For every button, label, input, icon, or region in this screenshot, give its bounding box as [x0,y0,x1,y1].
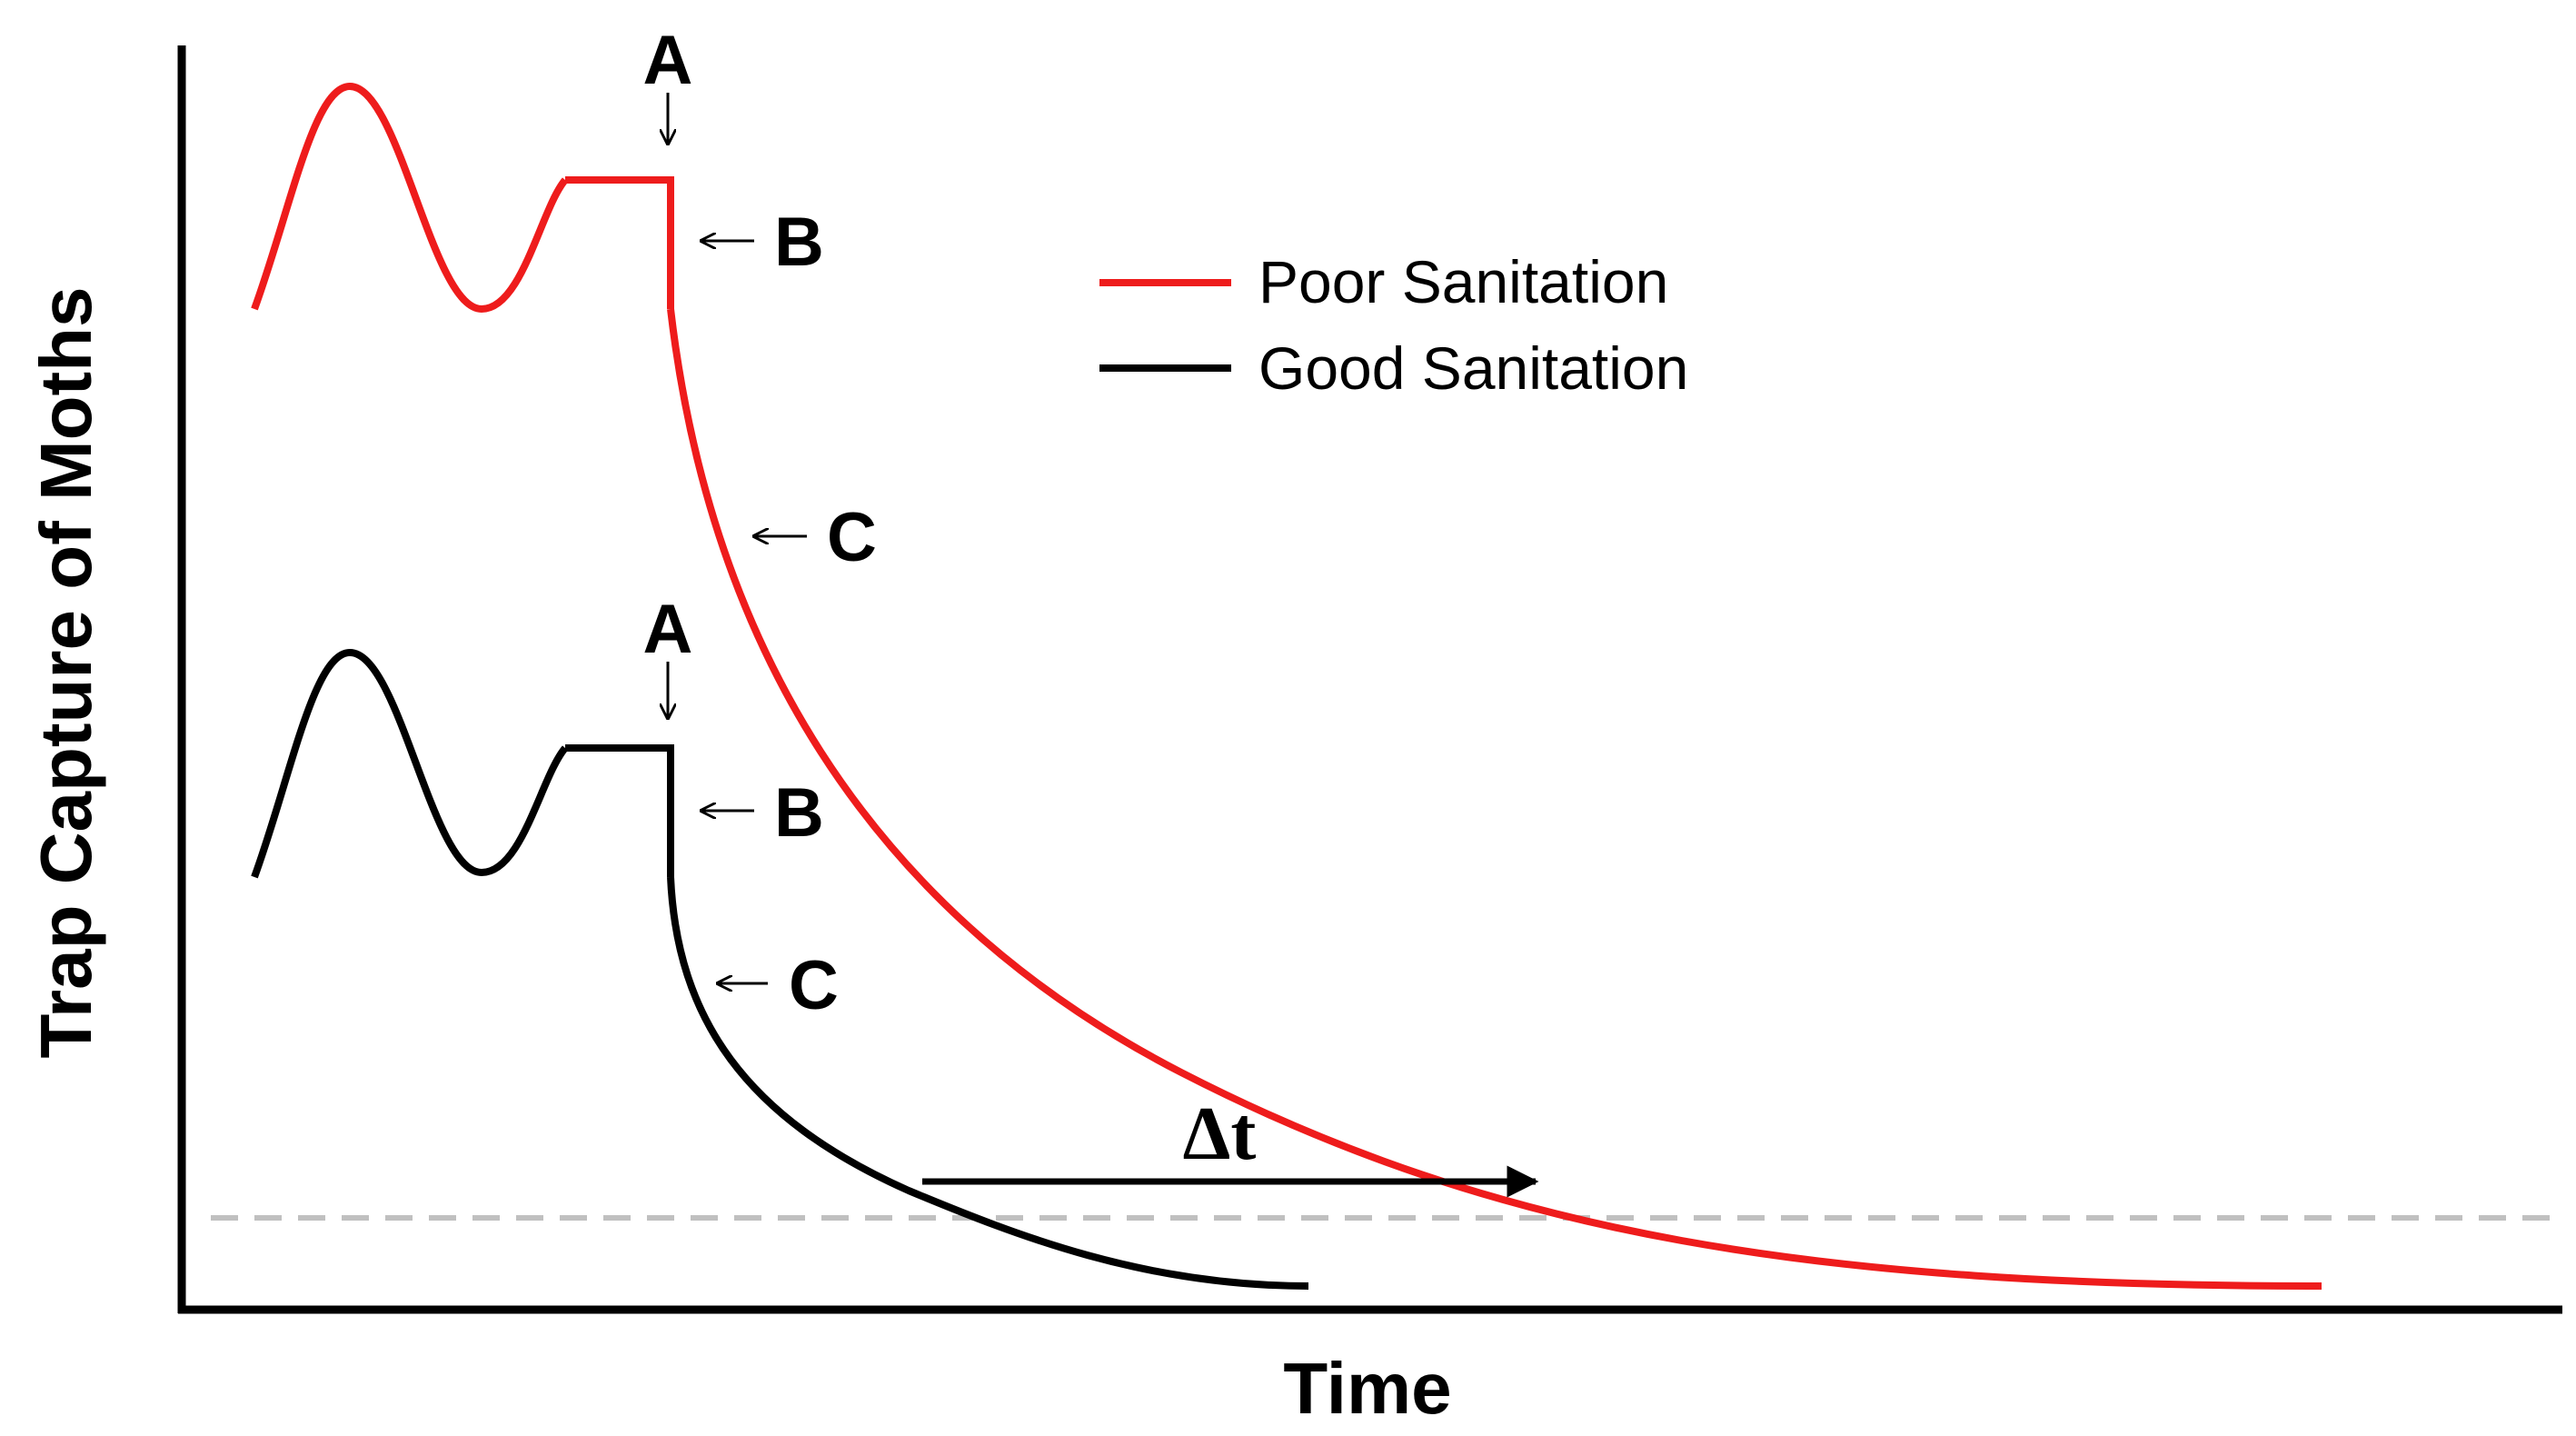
good-oscillation [251,648,569,879]
delta-t-annotation: Δt [922,1092,1539,1198]
poor-label-c: C [827,499,877,576]
good-annotations: A B C [643,591,839,1024]
x-axis-label: Time [1283,1348,1451,1429]
poor-plateau [565,176,674,309]
legend-label-poor: Poor Sanitation [1258,248,1668,315]
legend: Poor Sanitation Good Sanitation [1099,248,1688,402]
poor-label-b: B [774,204,824,281]
poor-annotations: A B C [643,22,877,576]
good-decline [667,876,1309,1290]
legend-label-good: Good Sanitation [1258,334,1688,402]
poor-oscillation [251,82,569,314]
delta-t-label: Δt [1183,1092,1257,1176]
poor-decline [667,308,2322,1290]
good-plateau [565,744,674,877]
good-label-b: B [774,774,824,852]
poor-sanitation-curve [251,82,2322,1290]
poor-label-a: A [643,22,693,99]
good-label-c: C [789,947,839,1024]
good-sanitation-curve [251,648,1309,1290]
y-axis-label: Trap Capture of Moths [25,287,106,1059]
good-label-a: A [643,591,693,668]
